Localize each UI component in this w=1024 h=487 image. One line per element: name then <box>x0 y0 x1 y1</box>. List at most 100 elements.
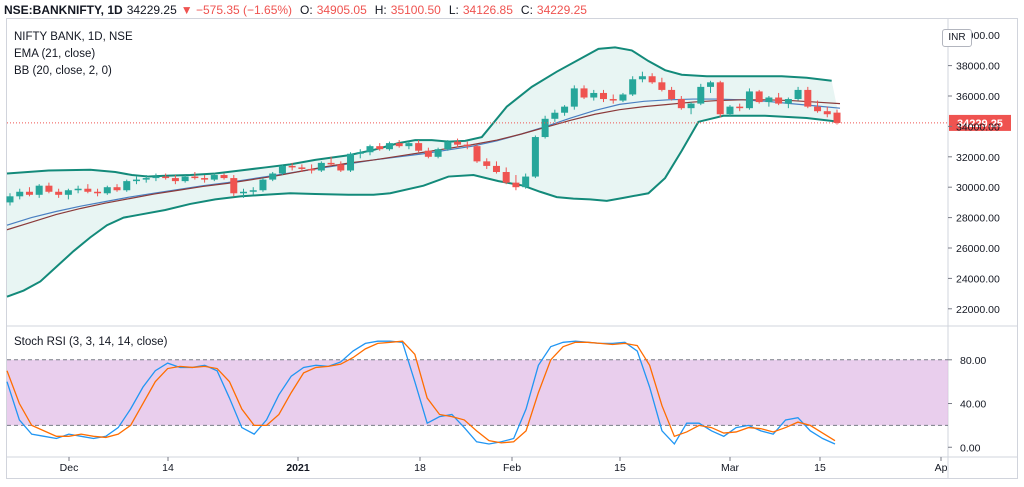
candle-body <box>415 143 423 151</box>
legend-stoch-rsi[interactable]: Stoch RSI (3, 3, 14, 14, close) <box>14 336 168 348</box>
candle-body <box>833 112 841 123</box>
candle-body <box>531 137 539 177</box>
candle-body <box>6 196 14 203</box>
currency-badge[interactable]: INR <box>942 29 972 47</box>
candle-body <box>123 181 131 191</box>
candle-body <box>103 187 111 194</box>
candle-body <box>648 76 656 83</box>
candle-body <box>561 106 569 113</box>
candle-body <box>755 91 763 103</box>
candle-body <box>541 118 549 138</box>
candle-body <box>463 144 471 147</box>
candle-body <box>434 149 442 157</box>
candle-body <box>823 111 831 115</box>
candle-body <box>736 106 744 109</box>
bb-lower-line <box>6 114 841 298</box>
price-axis-label: 26000.00 <box>956 243 1000 255</box>
time-axis-label: 15 <box>814 462 826 474</box>
candle-body <box>570 88 578 107</box>
candle-body <box>249 190 257 192</box>
candle-body <box>288 165 296 168</box>
candle-body <box>230 178 238 194</box>
legend-ema[interactable]: EMA (21, close) <box>14 48 96 60</box>
high-value: 35100.50 <box>390 3 441 17</box>
candle-body <box>113 187 121 191</box>
candle-body <box>609 99 617 101</box>
legend-title[interactable]: NIFTY BANK, 1D, NSE <box>14 31 133 43</box>
price-change: ▼ −575.35 (−1.65%) <box>180 3 293 17</box>
open-value: 34905.05 <box>316 3 367 17</box>
candle-body <box>814 106 822 112</box>
candle-body <box>210 175 218 180</box>
stoch-axis-label: 40.00 <box>960 399 986 411</box>
price-axis-label: 34000.00 <box>956 121 1000 133</box>
candle-body <box>716 82 724 115</box>
time-axis-label: Dec <box>60 462 79 474</box>
time-axis-label: Mar <box>721 462 740 474</box>
stoch-d-line <box>6 340 836 444</box>
candle-body <box>278 165 286 174</box>
price-axis-label: 38000.00 <box>956 61 1000 73</box>
candle-body <box>220 175 228 179</box>
time-axis-label: 2021 <box>286 462 310 474</box>
candle-body <box>269 173 277 180</box>
candle-body <box>512 182 520 188</box>
symbol-header: NSE:BANKNIFTY, 1D 34229.25 ▼ −575.35 (−1… <box>4 2 587 18</box>
candle-body <box>308 168 316 171</box>
candle-body <box>25 191 33 195</box>
candle-body <box>74 188 82 191</box>
close-value: 34229.25 <box>536 3 587 17</box>
candle-body <box>599 92 607 100</box>
candle-body <box>424 150 432 157</box>
chart-frame <box>6 18 1018 479</box>
candle-body <box>298 167 306 169</box>
candle-body <box>668 89 676 100</box>
price-axis-label: 32000.00 <box>956 152 1000 164</box>
candle-body <box>191 176 199 179</box>
candle-body <box>483 161 491 166</box>
candle-body <box>35 185 43 195</box>
candle-body <box>327 162 335 165</box>
candle-body <box>201 178 209 180</box>
candle-body <box>658 82 666 90</box>
last-price: 34229.25 <box>126 3 177 17</box>
candle-body <box>152 176 160 179</box>
candle-body <box>492 165 500 172</box>
open-label: O: <box>300 3 313 17</box>
candle-body <box>677 99 685 109</box>
candle-body <box>64 190 72 195</box>
candle-body <box>395 143 403 147</box>
candle-body <box>347 153 355 171</box>
candle-body <box>454 141 462 145</box>
candle-body <box>376 146 384 150</box>
symbol-label[interactable]: NSE:BANKNIFTY, 1D <box>4 3 123 17</box>
candle-body <box>132 179 140 182</box>
last-price-label: 34229.25 <box>957 118 1003 130</box>
price-axis-label: 30000.00 <box>956 182 1000 194</box>
candle-body <box>726 106 734 115</box>
candle-body <box>784 99 792 104</box>
candle-body <box>638 76 646 80</box>
candle-body <box>629 79 637 95</box>
legend-bb[interactable]: BB (20, close, 2, 0) <box>14 65 112 77</box>
candle-body <box>94 191 102 194</box>
high-label: H: <box>374 3 387 17</box>
candle-body <box>356 152 364 154</box>
candle-body <box>590 92 598 98</box>
price-axis-label: 28000.00 <box>956 213 1000 225</box>
stoch-band <box>7 359 948 426</box>
low-value: 34126.85 <box>462 3 513 17</box>
candle-body <box>745 91 753 109</box>
candle-body <box>142 178 150 180</box>
stoch-k-line <box>6 340 836 446</box>
time-axis-label: 18 <box>414 462 426 474</box>
candle-body <box>444 141 452 150</box>
time-axis-label: 14 <box>162 462 174 474</box>
candle-body <box>55 191 63 195</box>
candle-body <box>171 178 179 182</box>
candle-body <box>162 176 170 179</box>
candle-body <box>687 103 695 109</box>
candle-body <box>619 94 627 101</box>
candle-body <box>522 176 530 188</box>
